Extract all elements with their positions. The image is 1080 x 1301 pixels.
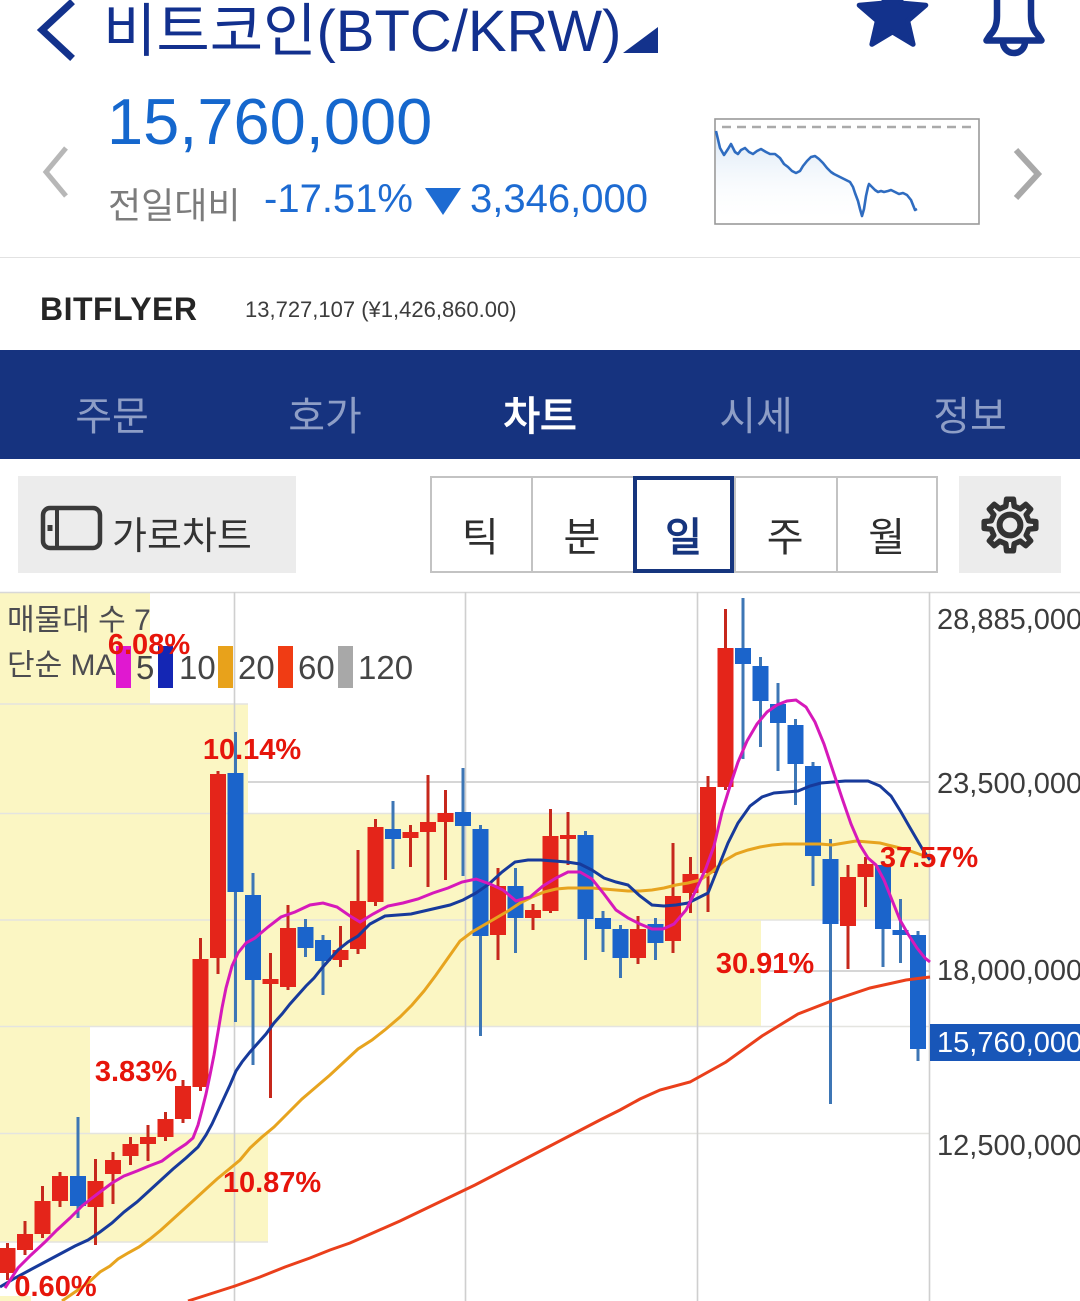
svg-text:10.87%: 10.87% — [223, 1167, 322, 1199]
svg-text:10: 10 — [179, 649, 216, 686]
svg-text:60: 60 — [298, 649, 335, 686]
svg-text:5: 5 — [136, 649, 154, 686]
svg-text:20: 20 — [238, 649, 275, 686]
svg-text:0.60%: 0.60% — [14, 1271, 96, 1301]
svg-text:37.57%: 37.57% — [880, 842, 979, 874]
svg-text:30.91%: 30.91% — [716, 948, 815, 980]
svg-text:단순 MA: 단순 MA — [7, 649, 116, 682]
svg-text:6.08%: 6.08% — [108, 629, 190, 661]
svg-text:3.83%: 3.83% — [95, 1056, 177, 1088]
svg-text:10.14%: 10.14% — [203, 734, 302, 766]
svg-text:18,000,000: 18,000,000 — [937, 955, 1080, 987]
svg-text:매물대 수 7: 매물대 수 7 — [7, 604, 151, 637]
svg-text:15,760,000: 15,760,000 — [937, 1027, 1080, 1059]
svg-text:28,885,000: 28,885,000 — [937, 604, 1080, 636]
svg-text:120: 120 — [358, 649, 413, 686]
svg-text:12,500,000: 12,500,000 — [937, 1130, 1080, 1162]
svg-text:23,500,000: 23,500,000 — [937, 768, 1080, 800]
